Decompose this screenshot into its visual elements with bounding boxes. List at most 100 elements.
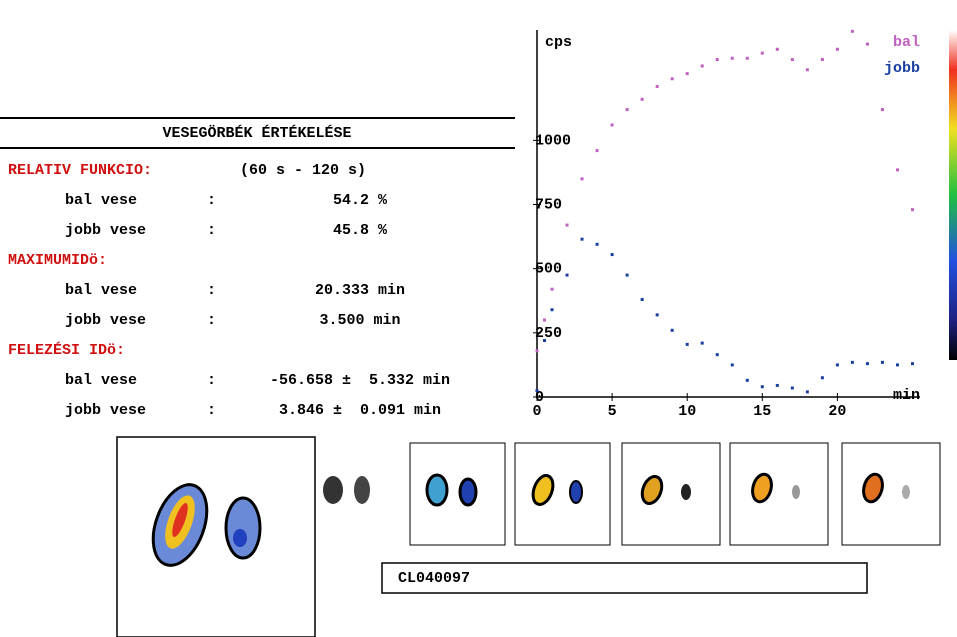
data-point — [821, 376, 824, 379]
data-point — [821, 58, 824, 61]
data-point — [776, 48, 779, 51]
data-point — [656, 313, 659, 316]
x-tick-label: 10 — [678, 403, 696, 420]
scan-frame — [622, 443, 720, 545]
data-point — [701, 64, 704, 67]
row-colon: : — [207, 402, 216, 419]
data-point — [656, 85, 659, 88]
row-label: jobb vese — [65, 402, 146, 419]
data-point — [896, 168, 899, 171]
row-label: jobb vese — [65, 222, 146, 239]
scan-frame — [842, 443, 940, 545]
data-point — [626, 274, 629, 277]
data-point — [581, 238, 584, 241]
kidney — [354, 476, 370, 504]
scan-frame — [730, 443, 828, 545]
data-point — [911, 362, 914, 365]
data-point — [776, 384, 779, 387]
data-point — [551, 288, 554, 291]
data-point — [596, 243, 599, 246]
data-point — [566, 224, 569, 227]
x-tick-label: 0 — [532, 403, 541, 420]
scan-frame — [117, 437, 315, 637]
row-colon: : — [207, 372, 216, 389]
data-point — [761, 385, 764, 388]
row-value: -56.658 ± 5.332 min — [270, 372, 450, 389]
row-value: 3.846 ± 0.091 min — [279, 402, 441, 419]
data-point — [851, 361, 854, 364]
data-point — [701, 342, 704, 345]
data-point — [611, 253, 614, 256]
kidney — [902, 485, 910, 499]
section-heading: RELATIV FUNKCIO: — [8, 162, 152, 179]
kidney — [460, 479, 476, 505]
scan-frame — [410, 443, 505, 545]
data-point — [791, 387, 794, 390]
row-colon: : — [207, 222, 216, 239]
y-tick-label: 750 — [535, 196, 562, 213]
row-colon: : — [207, 312, 216, 329]
kidney — [529, 473, 556, 507]
legend-entry: jobb — [884, 60, 920, 77]
data-point — [543, 339, 546, 342]
kidney — [427, 475, 447, 505]
screen: VESEGÖRBÉK ÉRTÉKELÉSE CL040097 RELATIV F… — [0, 0, 957, 637]
scan-images — [117, 437, 940, 637]
data-point — [866, 43, 869, 46]
scan-frame — [515, 443, 610, 545]
row-value: 20.333 min — [315, 282, 405, 299]
data-point — [806, 68, 809, 71]
row-label: bal vese — [65, 282, 137, 299]
data-point — [866, 362, 869, 365]
data-point — [596, 149, 599, 152]
data-point — [641, 298, 644, 301]
report-title: VESEGÖRBÉK ÉRTÉKELÉSE — [162, 124, 351, 142]
data-point — [896, 363, 899, 366]
data-point — [836, 363, 839, 366]
section-note: (60 s - 120 s) — [240, 162, 366, 179]
data-point — [881, 361, 884, 364]
kidney — [570, 481, 582, 503]
data-point — [731, 363, 734, 366]
row-label: jobb vese — [65, 312, 146, 329]
data-point — [731, 57, 734, 60]
row-colon: : — [207, 282, 216, 299]
section-heading: FELEZÉSI IDö: — [8, 341, 125, 359]
x-tick-label: 15 — [753, 403, 771, 420]
data-point — [686, 72, 689, 75]
data-point — [746, 379, 749, 382]
y-tick-label: 1000 — [535, 132, 571, 149]
x-axis-label: min — [893, 387, 920, 404]
data-point — [806, 390, 809, 393]
study-id: CL040097 — [398, 570, 470, 587]
row-value: 45.8 % — [333, 222, 388, 239]
data-point — [761, 52, 764, 55]
data-point — [851, 30, 854, 33]
data-point — [611, 123, 614, 126]
x-tick-label: 20 — [828, 403, 846, 420]
x-tick-label: 5 — [608, 403, 617, 420]
data-point — [671, 329, 674, 332]
kidney — [792, 485, 800, 499]
data-point — [716, 353, 719, 356]
data-point — [686, 343, 689, 346]
y-tick-label: 250 — [535, 325, 562, 342]
kidney — [750, 472, 775, 504]
row-colon: : — [207, 192, 216, 209]
y-axis-label: cps — [545, 34, 572, 51]
row-label: bal vese — [65, 372, 137, 389]
data-point — [836, 48, 839, 51]
data-point — [716, 58, 719, 61]
data-point — [746, 57, 749, 60]
data-point — [671, 77, 674, 80]
data-point — [911, 208, 914, 211]
section-heading: MAXIMUMIDö: — [8, 252, 107, 269]
data-point — [881, 108, 884, 111]
kidney — [681, 484, 691, 500]
data-point — [626, 108, 629, 111]
color-bar — [949, 30, 957, 360]
y-tick-label: 500 — [535, 261, 562, 278]
kidney — [861, 472, 886, 504]
data-point — [791, 58, 794, 61]
row-label: bal vese — [65, 192, 137, 209]
